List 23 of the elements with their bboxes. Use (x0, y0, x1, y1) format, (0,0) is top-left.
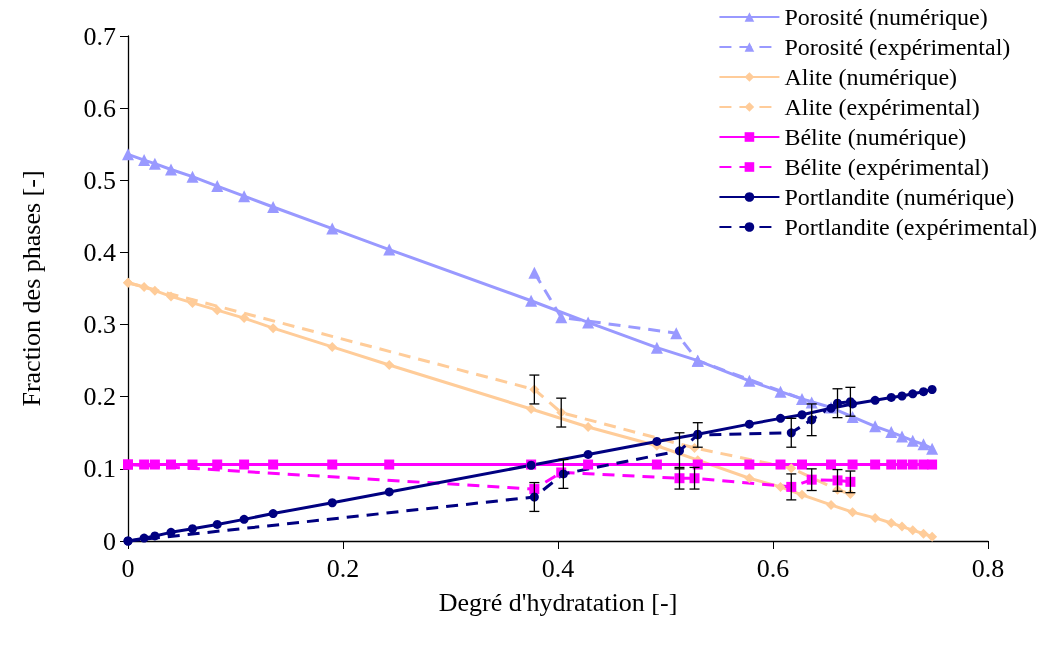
y-tick-label: 0.4 (83, 237, 116, 267)
x-tick-label: 0.6 (756, 553, 790, 583)
y-tick-label: 0.1 (83, 454, 116, 484)
legend-label: Porosité (numérique) (784, 4, 988, 30)
y-tick-label: 0.6 (83, 93, 116, 123)
legend-label: Alite (numérique) (784, 64, 958, 90)
x-tick-label: 0.4 (541, 553, 575, 583)
legend-label: Portlandite (numérique) (784, 184, 1015, 210)
legend-label: Portlandite (expérimental) (784, 214, 1037, 240)
legend-label: Bélite (numérique) (784, 124, 967, 150)
y-axis-title: Fraction des phases [-] (16, 170, 46, 407)
y-tick-label: 0 (103, 526, 116, 556)
y-tick-label: 0.7 (83, 21, 116, 51)
y-tick-label: 0.3 (83, 310, 116, 340)
legend-label: Bélite (expérimental) (784, 154, 989, 180)
y-tick-label: 0.2 (83, 382, 116, 412)
y-tick-label: 0.5 (83, 165, 116, 195)
x-tick-label: 0.8 (971, 553, 1005, 583)
legend-label: Alite (expérimental) (784, 94, 980, 120)
x-tick-label: 0.2 (326, 553, 360, 583)
x-axis-title: Degré d'hydratation [-] (438, 587, 678, 617)
legend-label: Porosité (expérimental) (784, 34, 1011, 60)
x-tick-label: 0 (121, 553, 135, 583)
